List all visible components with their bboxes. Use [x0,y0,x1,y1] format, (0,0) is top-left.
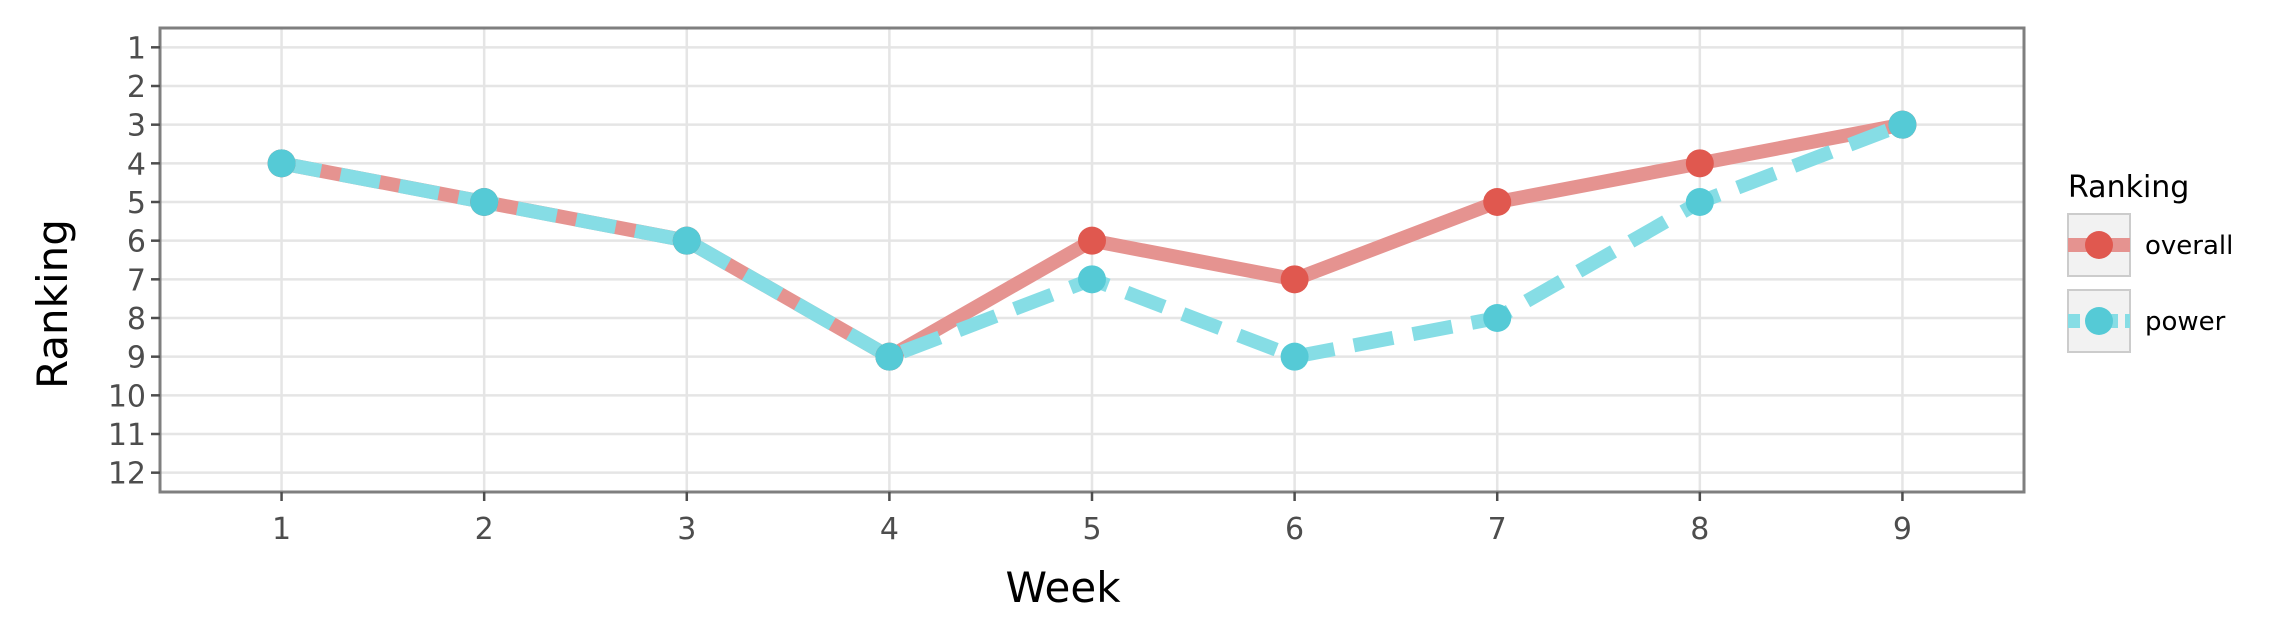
y-axis-title: Ranking [28,219,77,389]
legend-label-overall: overall [2145,231,2233,261]
y-tick-label: 6 [127,225,146,260]
x-axis-title: Week [1005,563,1121,612]
y-tick-label: 10 [108,379,146,414]
x-tick-label: 8 [1690,512,1709,547]
data-point-power [1888,110,1917,139]
y-tick-label: 12 [108,457,146,492]
data-point-overall [1280,265,1309,294]
x-tick-label: 1 [272,512,291,547]
x-tick-label: 6 [1285,512,1304,547]
data-point-power [1078,265,1106,294]
y-tick-label: 9 [127,341,146,376]
y-tick-label: 5 [127,186,146,221]
legend-label-power: power [2145,307,2226,337]
y-tick-label: 4 [127,147,146,182]
y-tick-label: 11 [108,418,146,453]
y-tick-label: 1 [127,31,146,66]
x-tick-label: 9 [1893,512,1912,547]
data-point-power [1685,188,1714,216]
legend-items: overall power [2067,213,2233,353]
legend: Ranking overall power [2067,170,2233,353]
axis-ticks [151,46,1904,501]
data-point-overall [1078,226,1106,255]
legend-title: Ranking [2068,170,2189,205]
data-point-power [875,342,904,371]
y-tick-label: 7 [127,263,146,298]
data-point-overall [1483,188,1512,216]
x-tick-label: 5 [1082,512,1101,547]
y-tick-label: 3 [127,109,146,144]
legend-key-point-overall [2085,231,2113,259]
data-point-overall [1685,149,1714,178]
data-point-power [1280,342,1309,371]
data-point-power [470,188,499,216]
x-tick-label: 3 [677,512,696,547]
x-tick-label: 2 [475,512,494,547]
y-tick-label: 8 [127,302,146,337]
data-point-power [267,149,296,178]
data-point-power [672,226,701,255]
legend-key-point-power [2085,307,2113,335]
series-points [267,110,1917,371]
x-tick-label: 4 [880,512,899,547]
x-tick-label: 7 [1488,512,1507,547]
data-point-power [1483,304,1512,332]
y-tick-label: 2 [127,70,146,105]
